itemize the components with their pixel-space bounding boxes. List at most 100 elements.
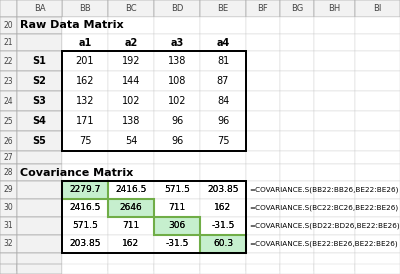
Text: 96: 96: [171, 116, 183, 126]
Bar: [355, 217, 400, 235]
Bar: [62, 34, 108, 51]
Text: 162: 162: [122, 239, 140, 249]
Text: 81: 81: [217, 56, 229, 66]
Bar: [280, 199, 314, 217]
Text: 75: 75: [79, 136, 91, 146]
Text: 28: 28: [4, 168, 13, 177]
Bar: [62, 51, 108, 71]
Bar: [154, 217, 200, 235]
Bar: [200, 217, 246, 235]
Bar: [0, 51, 17, 71]
Bar: [0, 91, 17, 111]
Text: S1: S1: [32, 56, 46, 66]
Bar: [62, 164, 108, 181]
Bar: [280, 253, 314, 271]
Bar: [200, 51, 246, 71]
Bar: [200, 151, 246, 164]
Bar: [62, 51, 246, 151]
Bar: [314, 199, 355, 217]
Bar: [355, 264, 400, 274]
Text: 87: 87: [217, 76, 229, 86]
Text: 2279.7: 2279.7: [69, 185, 101, 195]
Bar: [17, 253, 62, 271]
Bar: [200, 131, 246, 151]
Bar: [154, 264, 200, 274]
Bar: [355, 111, 400, 131]
Bar: [62, 0, 108, 17]
Bar: [108, 111, 154, 131]
Bar: [280, 199, 314, 217]
Text: 192: 192: [122, 56, 140, 66]
Text: S4: S4: [32, 116, 46, 126]
Text: 2416.5: 2416.5: [115, 185, 147, 195]
Bar: [17, 0, 62, 17]
Bar: [17, 151, 62, 164]
Bar: [108, 199, 154, 217]
Bar: [108, 51, 154, 71]
Bar: [62, 181, 246, 253]
Bar: [280, 0, 314, 17]
Bar: [246, 71, 280, 91]
Text: S3: S3: [32, 96, 46, 106]
Bar: [200, 111, 246, 131]
Bar: [246, 217, 280, 235]
Text: a4: a4: [216, 38, 230, 47]
Bar: [108, 264, 154, 274]
Bar: [17, 253, 62, 271]
Bar: [17, 235, 62, 253]
Bar: [108, 199, 154, 217]
Bar: [0, 34, 17, 51]
Bar: [355, 253, 400, 271]
Bar: [314, 164, 355, 181]
Bar: [0, 111, 17, 131]
Bar: [62, 217, 108, 235]
Bar: [17, 34, 62, 51]
Text: 138: 138: [122, 116, 140, 126]
Bar: [17, 111, 62, 131]
Bar: [0, 164, 17, 181]
Bar: [355, 34, 400, 51]
Bar: [355, 71, 400, 91]
Bar: [200, 111, 246, 131]
Bar: [154, 91, 200, 111]
Text: 2416.5: 2416.5: [69, 204, 101, 213]
Bar: [108, 181, 154, 199]
Bar: [0, 235, 17, 253]
Bar: [280, 17, 314, 34]
Text: 20: 20: [4, 21, 13, 30]
Bar: [108, 235, 154, 253]
Bar: [0, 34, 17, 51]
Bar: [154, 71, 200, 91]
Bar: [314, 17, 355, 34]
Bar: [62, 264, 108, 274]
Text: 102: 102: [122, 96, 140, 106]
Bar: [355, 71, 400, 91]
Bar: [355, 34, 400, 51]
Bar: [200, 151, 246, 164]
Text: 571.5: 571.5: [164, 185, 190, 195]
Bar: [62, 151, 108, 164]
Bar: [154, 34, 200, 51]
Text: 2646: 2646: [120, 204, 142, 213]
Bar: [200, 164, 246, 181]
Bar: [200, 217, 246, 235]
Bar: [200, 199, 246, 217]
Bar: [154, 253, 200, 271]
Text: a2: a2: [124, 38, 138, 47]
Bar: [280, 91, 314, 111]
Bar: [154, 131, 200, 151]
Bar: [62, 91, 108, 111]
Bar: [314, 264, 355, 274]
Bar: [355, 0, 400, 17]
Bar: [314, 217, 355, 235]
Bar: [355, 164, 400, 181]
Text: 711: 711: [168, 204, 186, 213]
Text: 162: 162: [76, 76, 94, 86]
Text: BB: BB: [79, 4, 91, 13]
Text: BF: BF: [258, 4, 268, 13]
Text: 2646: 2646: [120, 204, 142, 213]
Bar: [314, 0, 355, 17]
Bar: [280, 181, 314, 199]
Bar: [108, 34, 154, 51]
Text: BC: BC: [125, 4, 137, 13]
